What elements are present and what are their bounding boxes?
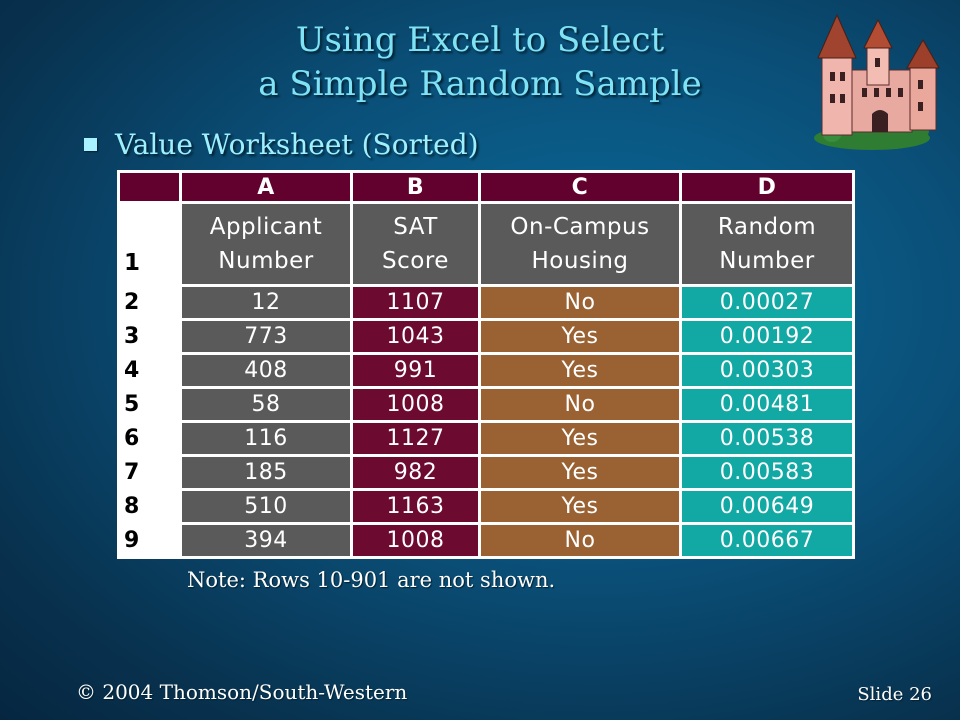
row-number: 1 bbox=[120, 204, 179, 284]
table-row: 3 773 1043 Yes 0.00192 bbox=[120, 321, 852, 352]
header-line: Score bbox=[382, 248, 449, 274]
column-letter-b: B bbox=[353, 173, 478, 201]
housing-cell: Yes bbox=[481, 457, 679, 488]
housing-cell: No bbox=[481, 525, 679, 556]
slide-number: Slide 26 bbox=[857, 684, 932, 705]
header-line: On-Campus bbox=[510, 214, 650, 240]
header-line: Number bbox=[719, 248, 815, 274]
random-number-cell: 0.00538 bbox=[682, 423, 852, 454]
housing-cell: No bbox=[481, 389, 679, 420]
table-row: 2 12 1107 No 0.00027 bbox=[120, 287, 852, 318]
header-sat-score: SAT Score bbox=[353, 204, 478, 284]
row-number: 3 bbox=[120, 321, 179, 352]
applicant-number-cell: 510 bbox=[182, 491, 350, 522]
header-line: SAT bbox=[393, 214, 438, 240]
header-line: Random bbox=[717, 214, 817, 240]
housing-cell: Yes bbox=[481, 423, 679, 454]
title-line-2: a Simple Random Sample bbox=[258, 64, 702, 104]
note-text: Note: Rows 10-901 are not shown. bbox=[187, 568, 556, 592]
applicant-number-cell: 394 bbox=[182, 525, 350, 556]
housing-cell: Yes bbox=[481, 491, 679, 522]
header-line: Number bbox=[218, 248, 314, 274]
sat-score-cell: 982 bbox=[353, 457, 478, 488]
row-number: 8 bbox=[120, 491, 179, 522]
header-on-campus-housing: On-Campus Housing bbox=[481, 204, 679, 284]
sat-score-cell: 1008 bbox=[353, 525, 478, 556]
applicant-number-cell: 773 bbox=[182, 321, 350, 352]
column-letter-row: A B C D bbox=[120, 173, 852, 201]
row-number: 2 bbox=[120, 287, 179, 318]
random-number-cell: 0.00027 bbox=[682, 287, 852, 318]
applicant-number-cell: 408 bbox=[182, 355, 350, 386]
sat-score-cell: 1127 bbox=[353, 423, 478, 454]
header-line: Applicant bbox=[209, 214, 323, 240]
random-number-cell: 0.00303 bbox=[682, 355, 852, 386]
copyright-footer: © 2004 Thomson/South-Western bbox=[76, 680, 408, 704]
table-row: 8 510 1163 Yes 0.00649 bbox=[120, 491, 852, 522]
random-number-cell: 0.00667 bbox=[682, 525, 852, 556]
random-number-cell: 0.00481 bbox=[682, 389, 852, 420]
worksheet-table: A B C D 1 Applicant Number SAT Score On-… bbox=[117, 170, 855, 559]
column-letter-d: D bbox=[682, 173, 852, 201]
applicant-number-cell: 185 bbox=[182, 457, 350, 488]
bullet-square-icon bbox=[84, 138, 97, 151]
row-number: 4 bbox=[120, 355, 179, 386]
applicant-number-cell: 12 bbox=[182, 287, 350, 318]
data-rows: 2 12 1107 No 0.00027 3 773 1043 Yes 0.00192 4 408 99… bbox=[120, 287, 852, 556]
row-number: 7 bbox=[120, 457, 179, 488]
bullet-item: Value Worksheet (Sorted) bbox=[84, 128, 479, 161]
housing-cell: No bbox=[481, 287, 679, 318]
header-line: Housing bbox=[531, 248, 629, 274]
header-row: 1 Applicant Number SAT Score On-Campus H… bbox=[120, 204, 852, 284]
row-number: 5 bbox=[120, 389, 179, 420]
header-random-number: Random Number bbox=[682, 204, 852, 284]
applicant-number-cell: 116 bbox=[182, 423, 350, 454]
corner-cell bbox=[120, 173, 179, 201]
sat-score-cell: 1008 bbox=[353, 389, 478, 420]
table-row: 9 394 1008 No 0.00667 bbox=[120, 525, 852, 556]
sat-score-cell: 1043 bbox=[353, 321, 478, 352]
random-number-cell: 0.00192 bbox=[682, 321, 852, 352]
table-row: 5 58 1008 No 0.00481 bbox=[120, 389, 852, 420]
row-number: 9 bbox=[120, 525, 179, 556]
column-letter-c: C bbox=[481, 173, 679, 201]
sat-score-cell: 1163 bbox=[353, 491, 478, 522]
sat-score-cell: 1107 bbox=[353, 287, 478, 318]
bullet-text: Value Worksheet (Sorted) bbox=[115, 128, 479, 161]
random-number-cell: 0.00583 bbox=[682, 457, 852, 488]
slide-title: Using Excel to Select a Simple Random Sa… bbox=[190, 18, 770, 106]
applicant-number-cell: 58 bbox=[182, 389, 350, 420]
table-row: 7 185 982 Yes 0.00583 bbox=[120, 457, 852, 488]
column-letter-a: A bbox=[182, 173, 350, 201]
random-number-cell: 0.00649 bbox=[682, 491, 852, 522]
sat-score-cell: 991 bbox=[353, 355, 478, 386]
castle-clipart-icon bbox=[814, 13, 940, 150]
header-applicant-number: Applicant Number bbox=[182, 204, 350, 284]
table-row: 4 408 991 Yes 0.00303 bbox=[120, 355, 852, 386]
row-number: 6 bbox=[120, 423, 179, 454]
title-line-1: Using Excel to Select bbox=[295, 20, 665, 60]
housing-cell: Yes bbox=[481, 321, 679, 352]
table-row: 6 116 1127 Yes 0.00538 bbox=[120, 423, 852, 454]
housing-cell: Yes bbox=[481, 355, 679, 386]
